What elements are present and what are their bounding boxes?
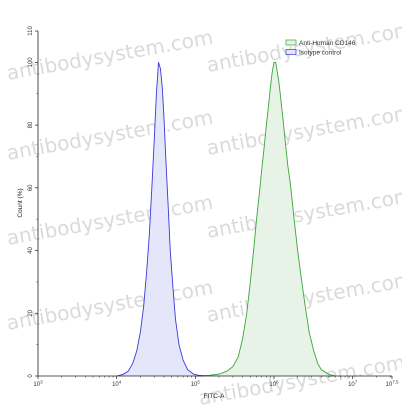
- watermark-text: antibodysystem.com: [205, 183, 402, 243]
- y-tick-label: 110: [28, 26, 34, 36]
- watermark-text: antibodysystem.com: [205, 17, 402, 77]
- y-tick-label: 80: [28, 121, 34, 128]
- legend-swatch: [285, 39, 297, 46]
- axes-layer: [37, 31, 392, 377]
- watermark-text: antibodysystem.com: [5, 275, 215, 335]
- watermark-text: antibodysystem.com: [5, 190, 215, 250]
- y-tick-label: 20: [28, 309, 34, 316]
- x-tick-label: 103: [33, 380, 43, 389]
- y-tick-label: 40: [28, 247, 34, 254]
- y-tick-label: 60: [28, 184, 34, 191]
- x-tick-label: 107.5: [386, 380, 399, 389]
- series-line-1: [116, 61, 205, 377]
- y-tick-label: 100: [28, 57, 34, 68]
- x-tick-label: 106: [269, 380, 279, 389]
- watermark-text: antibodysystem.com: [205, 100, 402, 160]
- legend-swatch: [285, 49, 297, 55]
- x-tick-label: 107: [348, 380, 358, 389]
- watermark-text: antibodysystem.com: [5, 105, 215, 165]
- y-axis-title: Count (%): [17, 188, 24, 217]
- x-axis-title: FITC-A: [204, 393, 226, 400]
- watermark-text: antibodysystem.com: [5, 25, 215, 85]
- y-tick-label: 0: [28, 374, 34, 378]
- x-tick-label: 105: [191, 380, 201, 389]
- x-tick-label: 104: [112, 380, 122, 389]
- series-area-0: [195, 62, 336, 377]
- watermark-layer: antibodysystem.comantibodysystem.comanti…: [5, 17, 402, 410]
- ticks-layer: 103 104 105 106 107 107.5 0 20 40 60 80 100 110: [28, 26, 399, 388]
- legend-label: Anti-Human CD146: [299, 40, 356, 47]
- series-layer: [116, 61, 336, 377]
- series-line-0: [195, 61, 336, 377]
- series-area-1: [116, 62, 205, 377]
- legend-label: Isotype control: [299, 49, 342, 56]
- legend: Anti-Human CD146 Isotype control: [285, 39, 356, 56]
